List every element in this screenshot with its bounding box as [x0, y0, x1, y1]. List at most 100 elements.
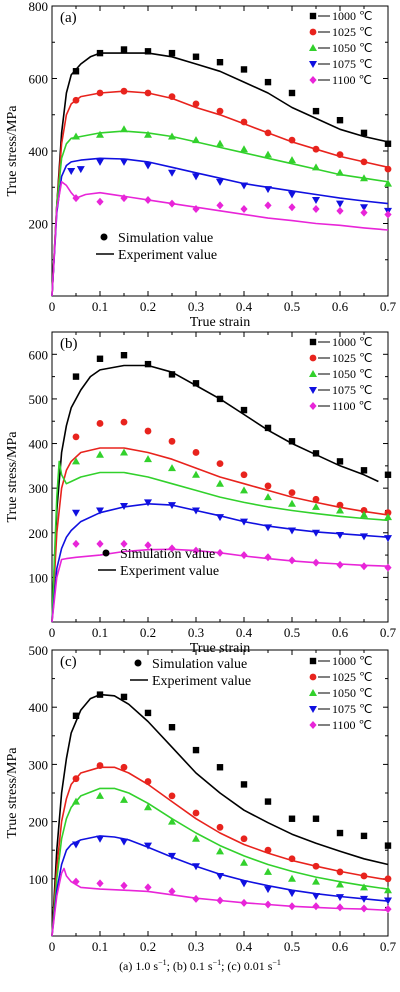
x-tick-label: 0.6: [332, 939, 349, 954]
data-point: [264, 424, 272, 432]
data-point: [336, 532, 344, 539]
data-point: [168, 464, 176, 472]
data-point: [144, 803, 152, 811]
data-point: [360, 832, 368, 840]
simulation-marker: [102, 549, 110, 557]
caption-b-exponent: −1: [212, 958, 222, 967]
series-4: [51, 539, 392, 623]
data-point: [72, 877, 80, 886]
data-point: [96, 49, 104, 57]
data-point: [120, 158, 128, 166]
data-point: [144, 162, 152, 170]
data-point: [240, 406, 248, 414]
data-point: [288, 890, 296, 898]
data-point: [168, 502, 176, 510]
data-point: [72, 68, 80, 75]
x-tick-label: 0.4: [236, 939, 253, 954]
data-point: [168, 49, 176, 57]
data-point: [216, 479, 224, 487]
data-point: [240, 858, 248, 866]
data-point: [288, 438, 296, 445]
data-point: [216, 823, 224, 831]
data-point: [264, 867, 272, 875]
data-point: [264, 886, 272, 894]
data-point: [240, 118, 248, 126]
data-point: [120, 539, 128, 548]
data-point: [240, 182, 248, 190]
legend: 1000 ℃ 1025 ℃ 1050 ℃ 1075 ℃ 1100 ℃: [309, 654, 372, 732]
data-point: [288, 556, 296, 565]
data-point: [144, 883, 152, 892]
data-point: [312, 558, 320, 567]
data-point: [336, 200, 344, 208]
legend-label: 1100 ℃: [332, 73, 372, 87]
data-point: [384, 535, 392, 543]
data-point: [312, 862, 320, 870]
x-tick-label: 0: [49, 939, 56, 954]
series-0: [51, 46, 392, 297]
legend-label: 1000 ℃: [332, 9, 372, 23]
data-point: [384, 842, 392, 849]
data-point: [240, 898, 248, 907]
data-point: [120, 448, 128, 456]
data-point: [168, 169, 176, 177]
data-point: [216, 58, 224, 66]
data-point: [216, 548, 224, 557]
data-point: [120, 838, 128, 846]
x-tick-label: 0.2: [140, 625, 156, 640]
data-point: [192, 470, 200, 478]
data-point: [96, 355, 104, 362]
data-point: [192, 53, 200, 60]
x-tick-label: 0.7: [380, 939, 397, 954]
data-point: [288, 136, 296, 144]
data-point: [216, 872, 224, 880]
legend-marker: [309, 370, 317, 377]
y-tick-label: 800: [29, 0, 49, 14]
series-line: [51, 447, 389, 623]
caption-b: ; (b) 0.1 s: [166, 959, 213, 973]
data-point: [264, 150, 272, 158]
data-point: [192, 546, 200, 555]
x-axis-label: True strain: [190, 641, 251, 656]
data-point: [120, 795, 128, 803]
data-point: [96, 835, 104, 843]
legend-marker: [309, 721, 317, 729]
data-point: [216, 139, 224, 147]
data-point: [336, 206, 344, 215]
simulation-label: Simulation value: [120, 547, 215, 562]
data-point: [384, 563, 392, 572]
data-point: [264, 493, 272, 501]
data-point: [288, 902, 296, 911]
data-point: [336, 458, 344, 465]
data-point: [96, 450, 104, 458]
data-point: [192, 507, 200, 515]
data-point: [144, 778, 152, 785]
series-3: [51, 499, 392, 623]
legend-label: 1025 ℃: [332, 25, 372, 39]
data-point: [76, 166, 85, 174]
data-point: [168, 199, 176, 208]
legend-label: 1025 ℃: [332, 351, 372, 365]
data-point: [360, 129, 368, 137]
data-point: [240, 66, 248, 73]
legend-marker: [309, 12, 317, 20]
data-point: [192, 380, 200, 387]
x-tick-label: 0.1: [92, 625, 108, 640]
data-point: [384, 905, 392, 914]
y-tick-label: 400: [29, 437, 49, 452]
legend-label: 1050 ℃: [332, 686, 372, 700]
data-point: [96, 791, 104, 799]
x-axis-label: True strain: [190, 315, 251, 330]
y-tick-label: 100: [29, 570, 49, 585]
data-point: [168, 887, 176, 896]
data-point: [384, 471, 392, 478]
data-point: [384, 140, 392, 147]
data-point: [72, 132, 80, 140]
data-point: [360, 904, 368, 913]
data-point: [384, 886, 392, 894]
legend-label: 1050 ℃: [332, 367, 372, 381]
data-point: [216, 460, 224, 468]
type-legend: Simulation value Experiment value: [96, 231, 217, 263]
data-point: [216, 395, 224, 403]
y-tick-label: 100: [29, 872, 49, 887]
